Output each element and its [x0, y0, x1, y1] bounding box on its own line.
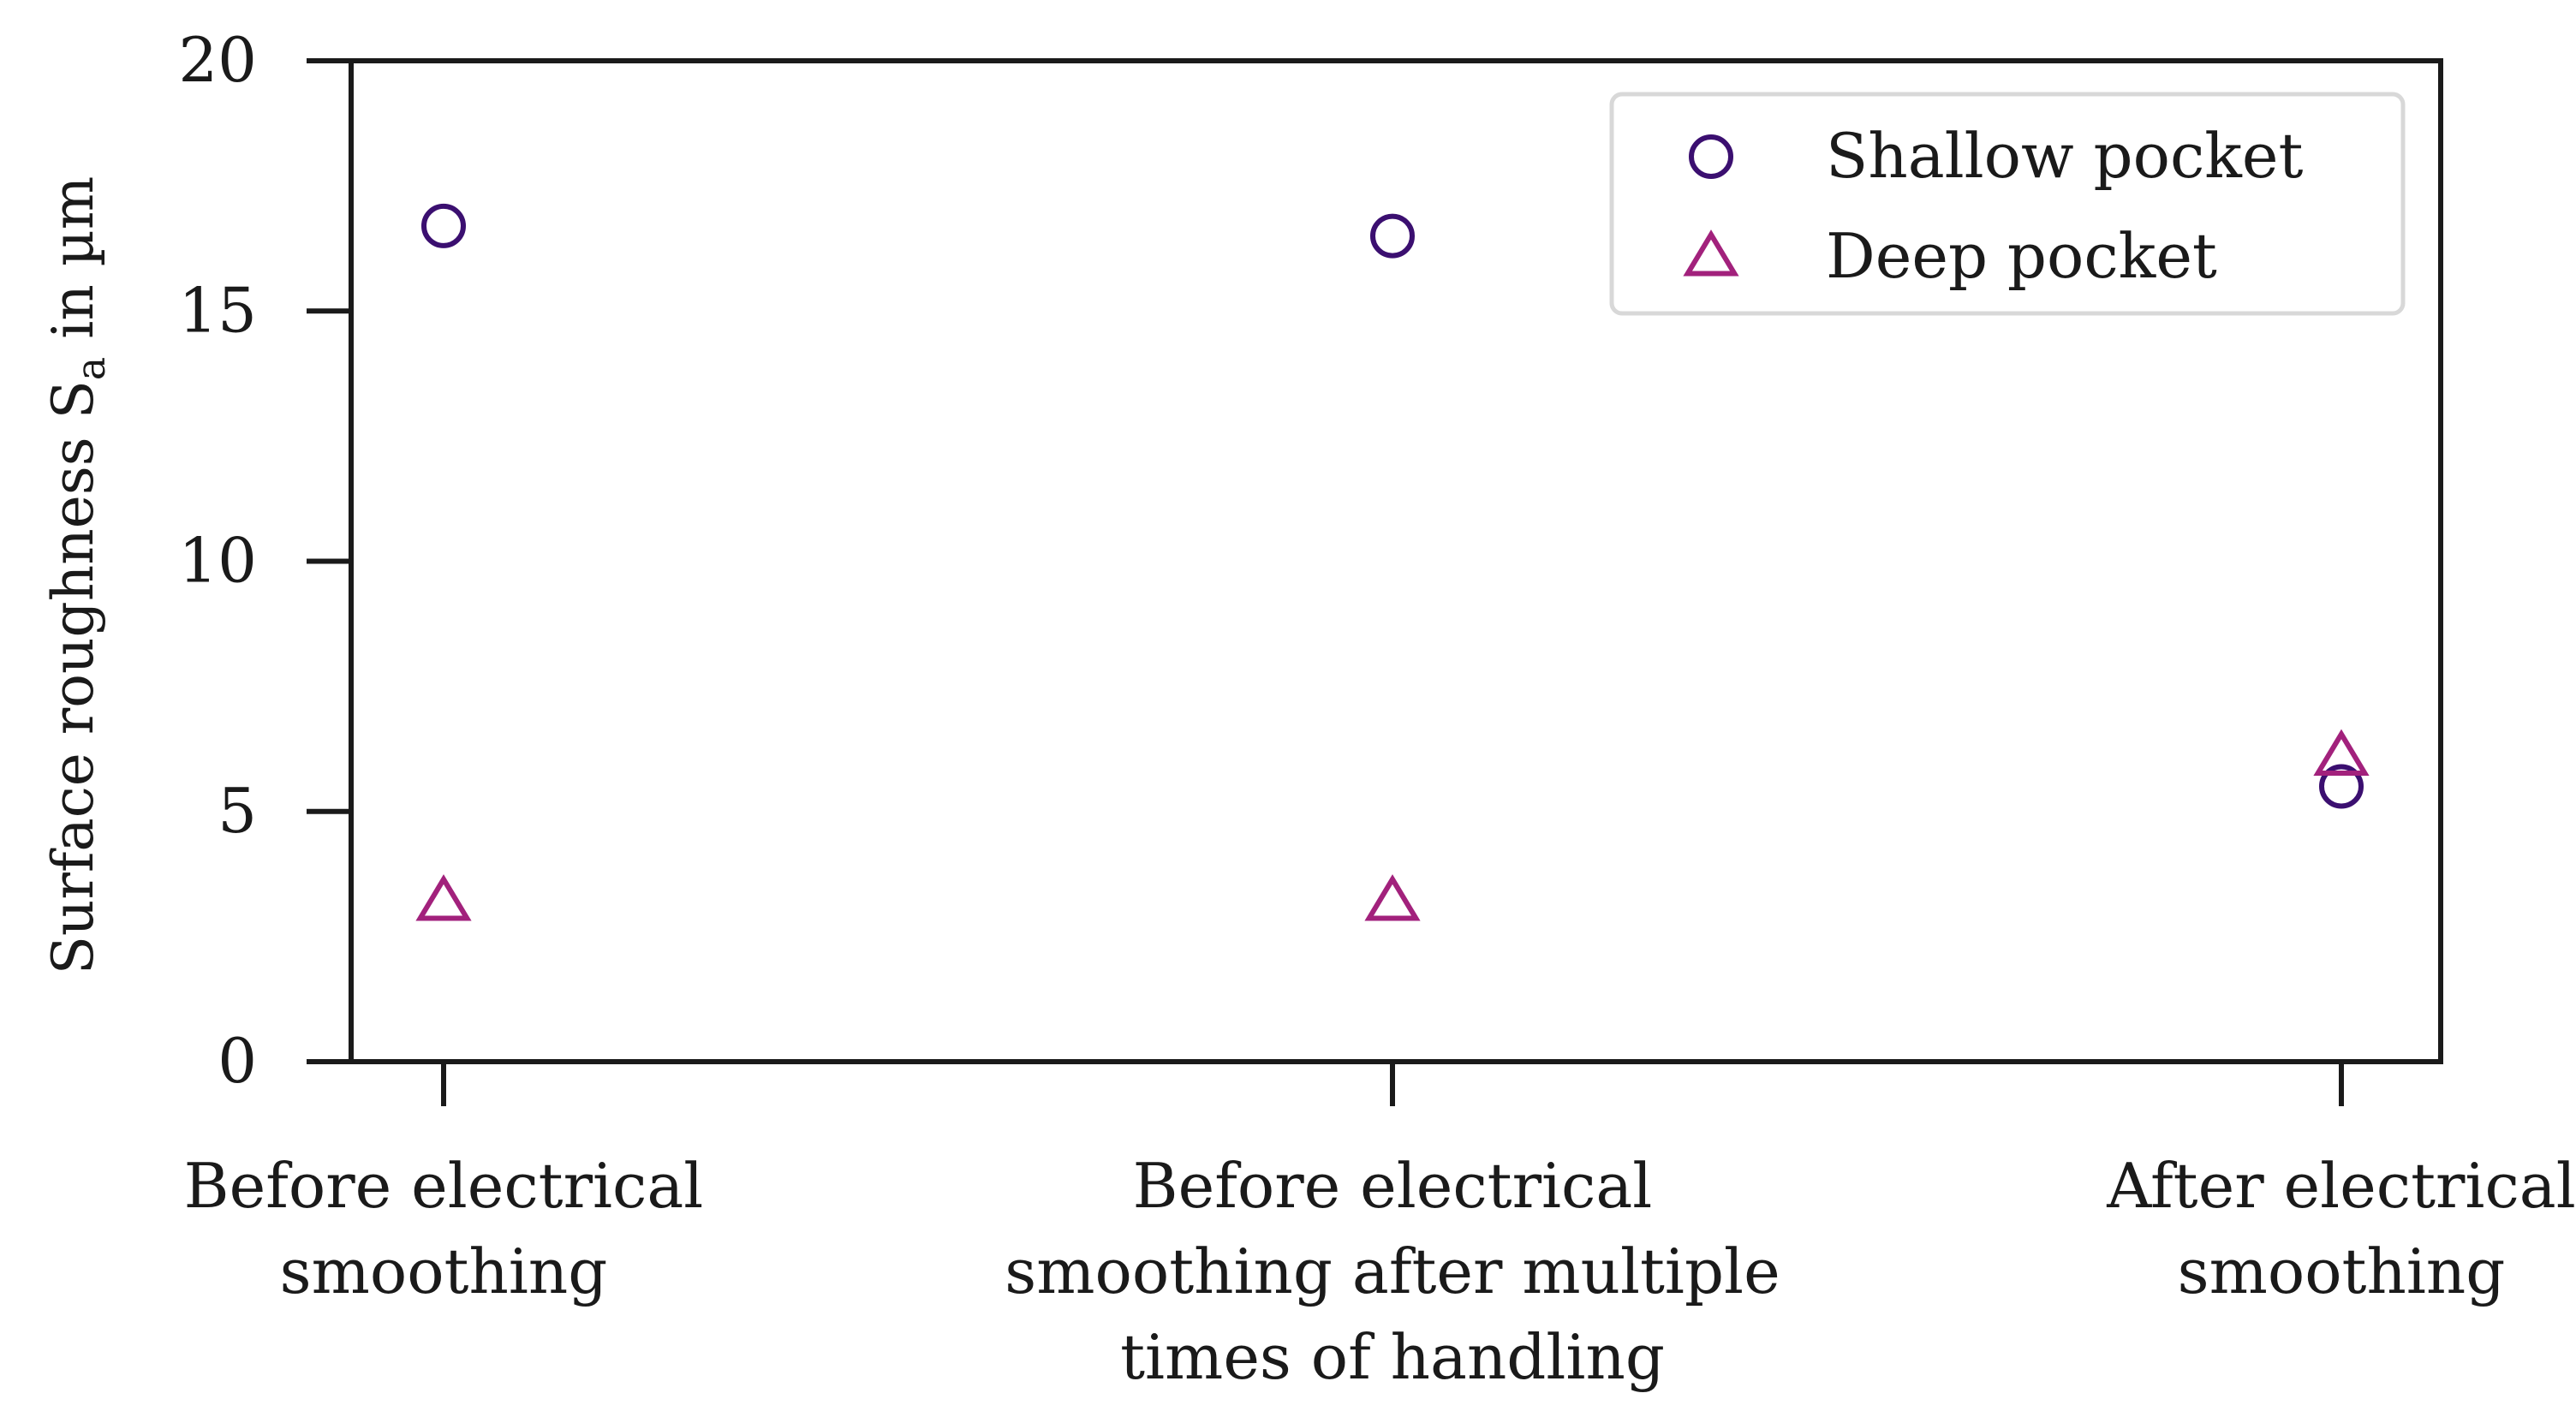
y-axis-label: Surface roughness Sa in µm: [40, 176, 114, 975]
legend-marker-triangle: [1683, 229, 1739, 277]
legend-label: Shallow pocket: [1826, 120, 2304, 192]
legend-marker-circle: [1689, 134, 1733, 179]
data-point-circle: [1370, 213, 1415, 259]
data-point-circle: [421, 203, 466, 248]
x-tick-label: Before electrical smoothing after multipl…: [1005, 1150, 1780, 1393]
x-tick-label: Before electrical smoothing: [184, 1150, 704, 1307]
data-point-triangle: [415, 874, 472, 921]
y-tick-label: 15: [178, 274, 257, 346]
data-point-triangle: [1364, 874, 1421, 921]
data-point-triangle: [2313, 729, 2370, 776]
x-axis: Before electrical smoothing Before electri…: [184, 1062, 2576, 1393]
legend-label: Deep pocket: [1826, 220, 2217, 292]
data-marks: [415, 203, 2370, 921]
legend: Shallow pocket Deep pocket: [1609, 92, 2406, 316]
y-tick-label: 5: [218, 775, 257, 847]
y-tick-label: 0: [218, 1025, 257, 1097]
x-tick-label: After electrical smoothing: [2106, 1150, 2575, 1307]
y-tick-label: 10: [178, 525, 257, 597]
legend-frame: [1609, 92, 2406, 316]
data-point-circle: [2319, 764, 2364, 809]
y-axis: 0 5 10 15 20: [178, 24, 351, 1097]
y-tick-label: 20: [178, 24, 257, 96]
